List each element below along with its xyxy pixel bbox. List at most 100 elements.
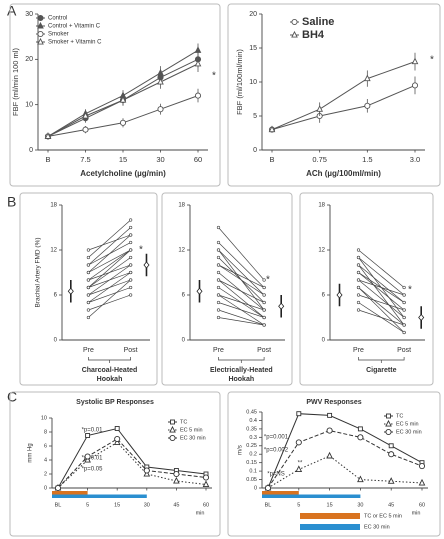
subject-line — [88, 249, 131, 273]
subject-point — [129, 225, 133, 230]
subject-point — [402, 308, 406, 312]
subject-point — [216, 255, 221, 260]
marker — [157, 106, 164, 113]
subject-point — [86, 263, 90, 267]
marker — [173, 476, 180, 484]
x-axis-label: Electrically-Heated Hookah — [210, 367, 273, 383]
marker — [173, 470, 180, 478]
subject-point — [262, 308, 266, 312]
exposure-bar — [262, 494, 361, 498]
panel-frame — [227, 3, 441, 187]
marker — [37, 30, 44, 38]
subject-line — [88, 272, 131, 288]
y-tick-label: 2 — [44, 471, 47, 477]
marker — [326, 451, 333, 459]
x-tick-label: 0.75 — [312, 155, 327, 164]
y-tick-label: 0 — [54, 338, 58, 344]
y-tick-label: 12 — [318, 248, 325, 254]
subject-point — [216, 308, 221, 312]
x-tick-label: 30 — [357, 502, 363, 508]
subject-point — [86, 278, 90, 282]
marker — [387, 477, 395, 484]
x-axis-label: Cigarette — [366, 367, 396, 374]
subject-line — [358, 279, 405, 318]
marker — [385, 428, 392, 436]
y-axis-label: mm Hg — [28, 443, 34, 462]
subject-point — [86, 270, 90, 275]
marker — [411, 57, 419, 65]
subject-point — [86, 248, 90, 252]
y-tick-label: 0.45 — [246, 409, 257, 415]
subject-line — [218, 249, 265, 311]
subject-point — [86, 315, 90, 320]
x-tick-label: 5 — [297, 502, 300, 508]
annotation: * — [266, 275, 270, 286]
marker — [194, 92, 202, 99]
legend-label: Control — [48, 16, 67, 22]
legend-label: Control + Vitamin C — [48, 24, 101, 30]
y-tick-label: 0.2 — [249, 452, 257, 458]
subject-point — [402, 300, 406, 305]
marker — [357, 434, 364, 441]
mean-marker — [67, 287, 74, 295]
x-tick-label: BL — [265, 502, 272, 508]
subject-line — [88, 234, 131, 251]
series-line — [271, 84, 416, 131]
x-tick-label: 30 — [156, 155, 164, 164]
legend-label: Smoker + Vitamin C — [48, 40, 102, 46]
subject-point — [86, 255, 90, 260]
y-tick-label: 18 — [318, 203, 325, 209]
x-tick-label: 45 — [388, 502, 394, 508]
subject-point — [216, 270, 221, 275]
legend-label: EC 5 min — [180, 427, 203, 433]
marker — [85, 433, 91, 438]
subject-point — [262, 293, 266, 297]
marker — [114, 435, 121, 443]
marker — [170, 419, 175, 425]
panel-frame — [227, 391, 441, 537]
marker — [54, 484, 62, 492]
annotation: * — [139, 245, 143, 256]
y-axis-label: FBF (ml/min 100 ml) — [11, 48, 20, 116]
subject-line — [218, 279, 265, 303]
subject-point — [129, 240, 133, 245]
y-tick-label: 6 — [182, 293, 186, 299]
series-line — [267, 430, 423, 489]
subject-point — [356, 293, 361, 297]
bracket — [358, 357, 405, 363]
marker — [44, 132, 52, 139]
marker — [295, 465, 303, 472]
y-tick-label: 0.3 — [249, 435, 257, 441]
x-tick-label: Pre — [213, 347, 224, 354]
subject-point — [262, 315, 266, 320]
y-tick-label: 0 — [322, 338, 326, 344]
subject-point — [216, 278, 221, 282]
annotation: *p=0.01 — [82, 428, 104, 434]
y-tick-label: 20 — [25, 56, 33, 63]
marker — [119, 96, 127, 103]
subject-point — [86, 285, 90, 290]
series-line — [271, 61, 416, 131]
x-tick-label: Pre — [83, 347, 94, 354]
panel-frame — [9, 391, 221, 537]
mean-marker — [196, 287, 203, 295]
y-tick-label: 30 — [25, 11, 33, 18]
marker — [37, 21, 44, 29]
subject-line — [358, 264, 405, 303]
panel-letter: A — [7, 3, 17, 19]
panel-frame — [161, 192, 293, 386]
legend-label: TC — [396, 413, 403, 419]
series-line — [267, 413, 423, 489]
subject-line — [358, 287, 405, 333]
x-tick-label: 60 — [194, 155, 202, 164]
y-tick-label: 10 — [41, 415, 47, 421]
subject-point — [262, 278, 266, 282]
y-tick-label: 0 — [182, 338, 186, 344]
subject-point — [402, 323, 406, 327]
x-tick-label: 60 — [203, 502, 209, 508]
x-tick-label: Post — [397, 347, 411, 354]
subject-point — [86, 300, 90, 305]
x-tick-label: 5 — [86, 502, 89, 508]
exposure-legend-label: EC 30 min — [364, 524, 390, 530]
